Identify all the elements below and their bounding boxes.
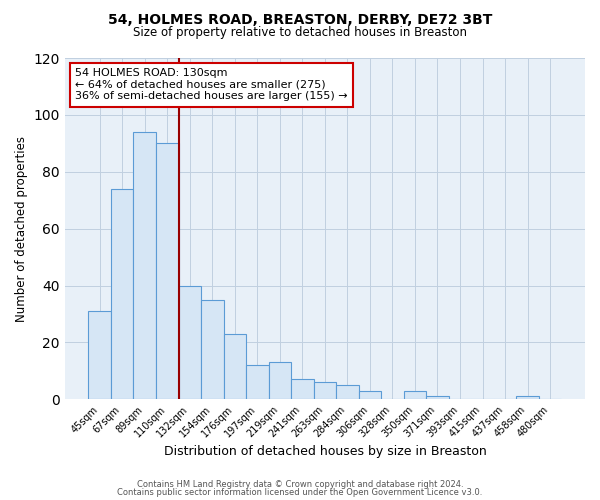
Bar xyxy=(517,396,539,400)
X-axis label: Distribution of detached houses by size in Breaston: Distribution of detached houses by size … xyxy=(164,444,486,458)
Bar xyxy=(336,385,359,400)
Bar xyxy=(133,132,156,400)
Bar xyxy=(269,362,291,400)
Bar xyxy=(156,144,179,400)
Bar xyxy=(291,380,314,400)
Text: Size of property relative to detached houses in Breaston: Size of property relative to detached ho… xyxy=(133,26,467,39)
Bar xyxy=(426,396,449,400)
Text: 54 HOLMES ROAD: 130sqm
← 64% of detached houses are smaller (275)
36% of semi-de: 54 HOLMES ROAD: 130sqm ← 64% of detached… xyxy=(75,68,348,102)
Text: Contains public sector information licensed under the Open Government Licence v3: Contains public sector information licen… xyxy=(118,488,482,497)
Bar xyxy=(224,334,246,400)
Text: Contains HM Land Registry data © Crown copyright and database right 2024.: Contains HM Land Registry data © Crown c… xyxy=(137,480,463,489)
Bar xyxy=(314,382,336,400)
Bar xyxy=(404,390,426,400)
Text: 54, HOLMES ROAD, BREASTON, DERBY, DE72 3BT: 54, HOLMES ROAD, BREASTON, DERBY, DE72 3… xyxy=(108,12,492,26)
Bar xyxy=(359,390,381,400)
Bar xyxy=(111,189,133,400)
Bar xyxy=(88,311,111,400)
Y-axis label: Number of detached properties: Number of detached properties xyxy=(15,136,28,322)
Bar xyxy=(179,286,201,400)
Bar xyxy=(246,365,269,400)
Bar xyxy=(201,300,224,400)
